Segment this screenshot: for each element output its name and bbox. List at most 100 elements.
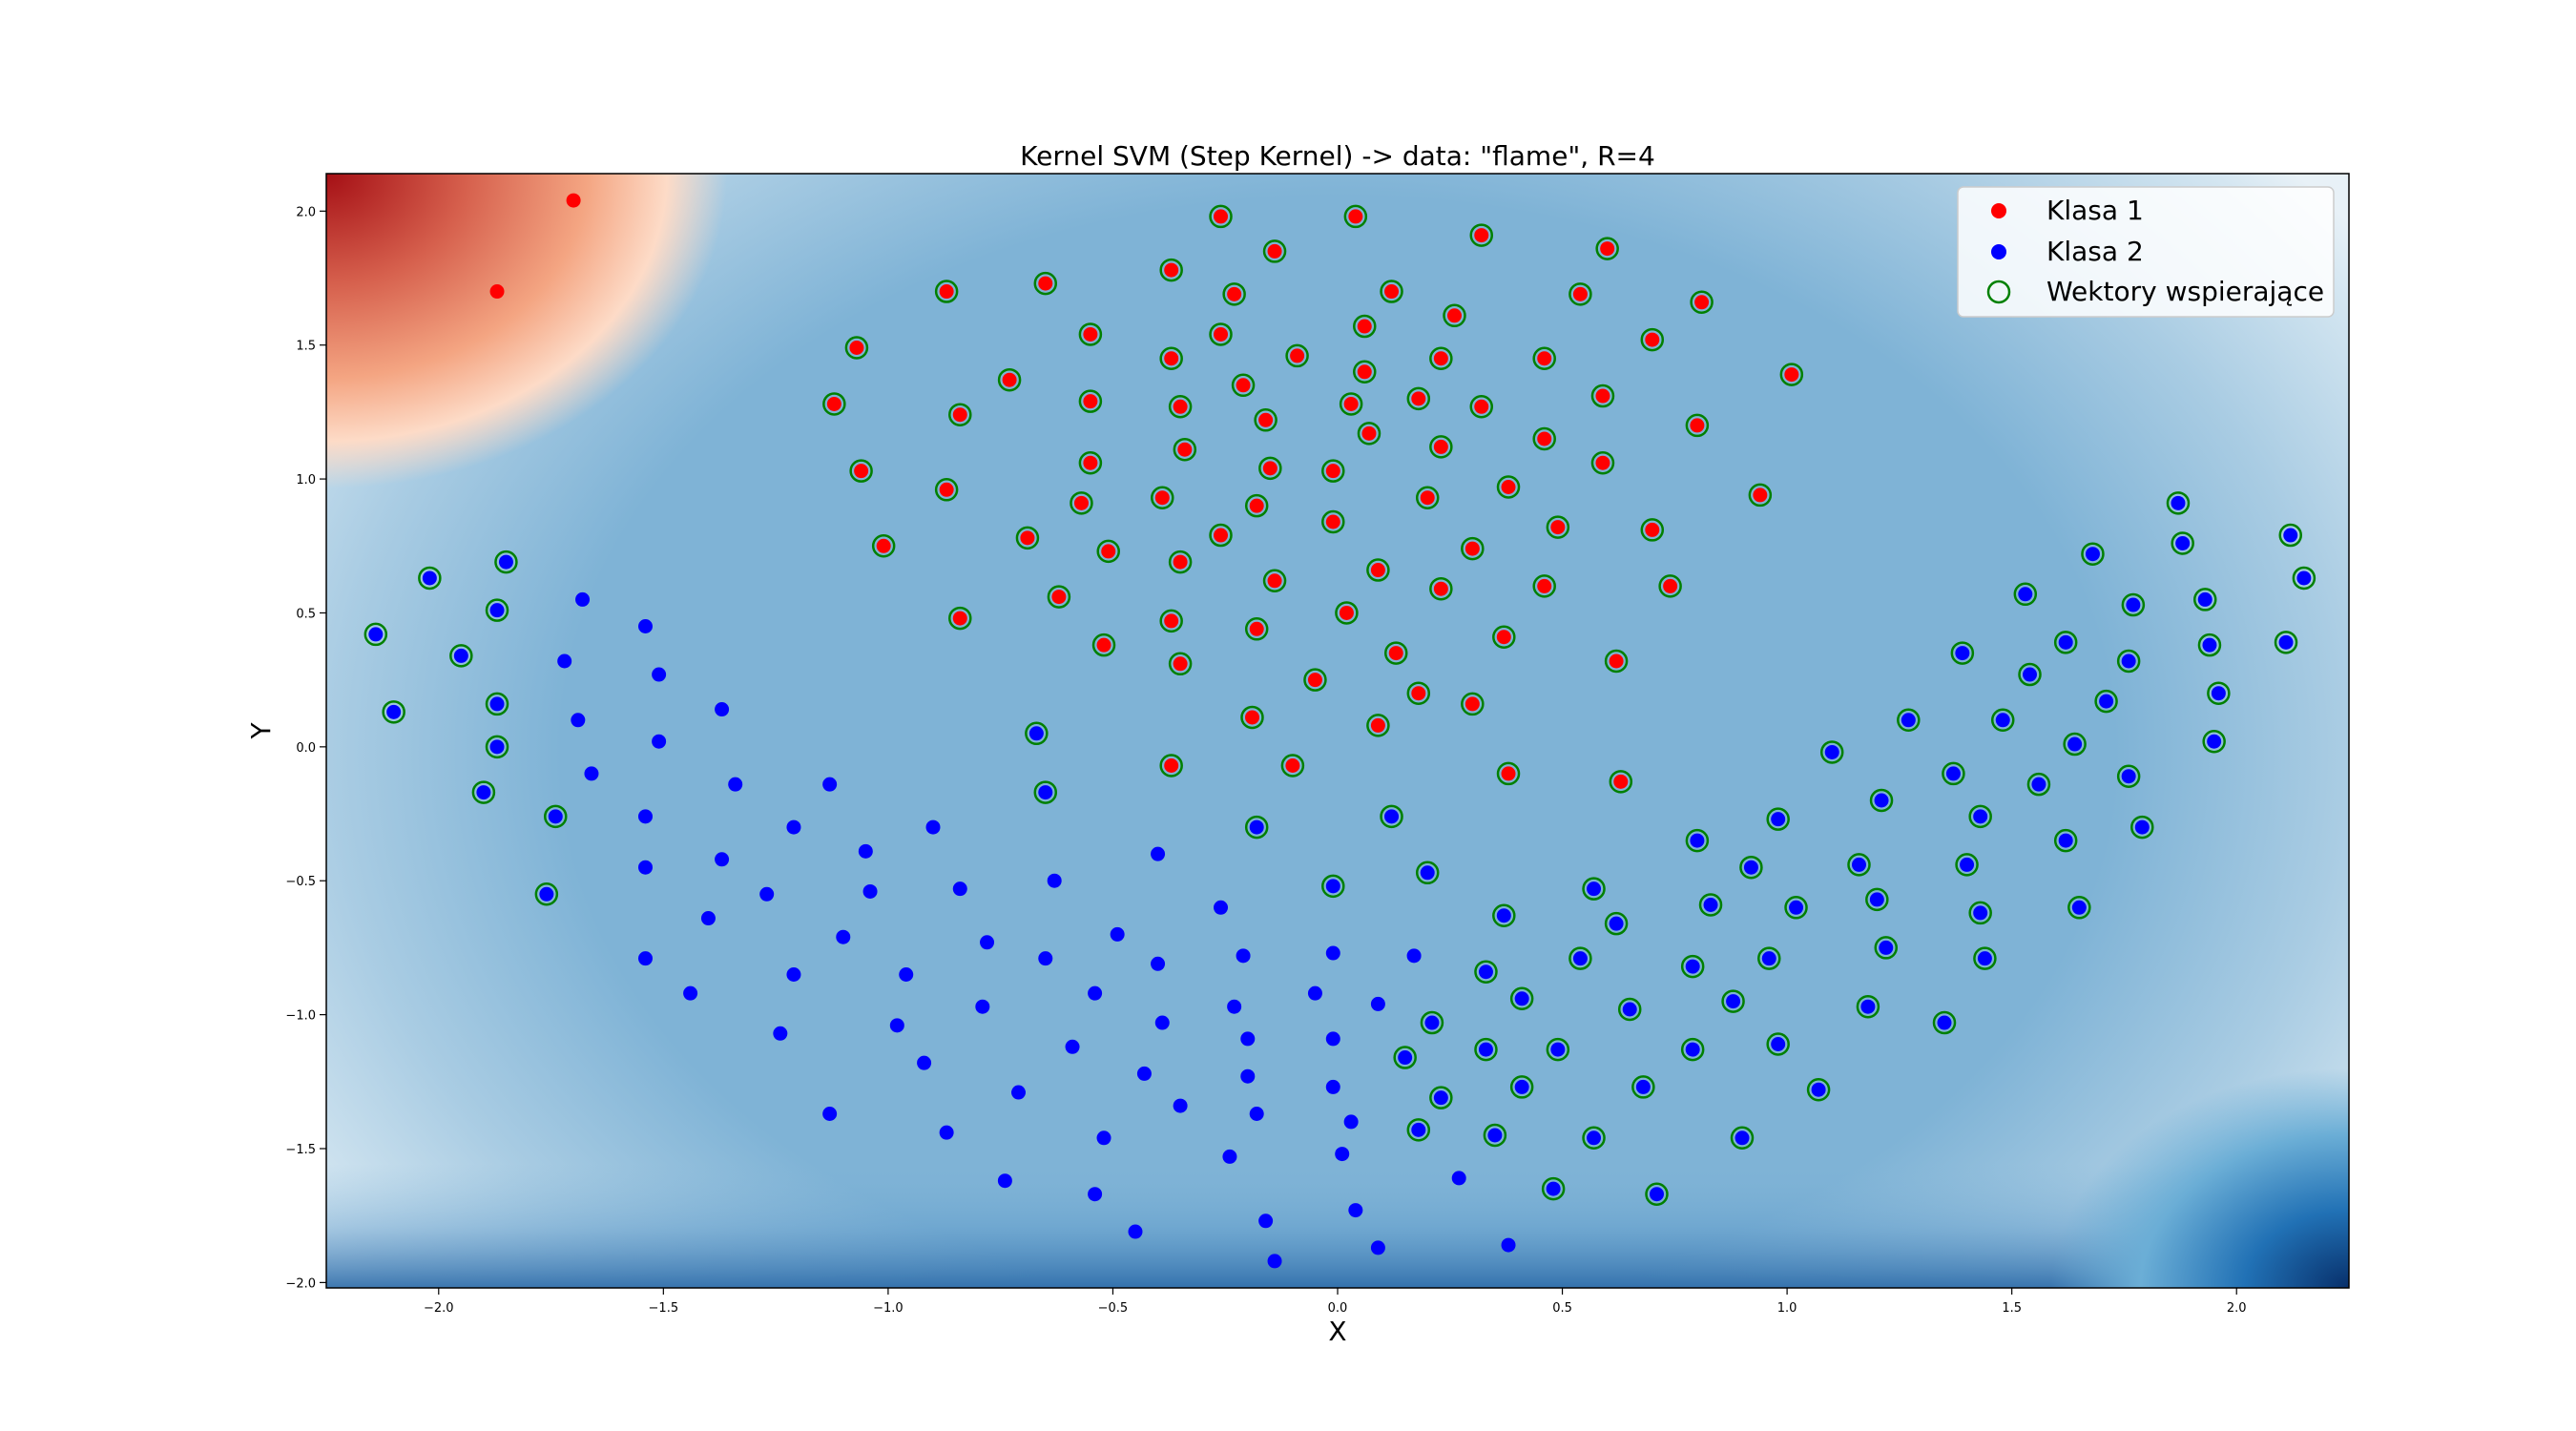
klasa-2-point xyxy=(1851,857,1866,872)
klasa-1-point xyxy=(1537,578,1552,593)
support-vector-ring xyxy=(1168,652,1193,676)
klasa-2-point xyxy=(489,603,505,618)
klasa-1-point xyxy=(1258,412,1274,427)
support-vector-ring xyxy=(1680,954,1705,979)
klasa-2-point xyxy=(997,1173,1012,1189)
klasa-1-point xyxy=(1307,673,1322,688)
support-vector-ring xyxy=(1874,936,1899,960)
klasa-2-point xyxy=(1384,809,1400,824)
support-vector-ring xyxy=(1474,960,1498,984)
klasa-2-point xyxy=(1420,865,1435,881)
support-vector-ring xyxy=(1532,346,1556,370)
klasa-2-point xyxy=(1249,819,1264,835)
support-vector-ring xyxy=(1461,692,1485,716)
klasa-2-point xyxy=(637,951,653,966)
support-vector-ring xyxy=(1151,486,1174,509)
support-vector-ring xyxy=(1353,314,1377,339)
support-vector-ring xyxy=(1015,526,1040,550)
y-tick-label: 0.5 xyxy=(296,607,316,621)
klasa-2-point xyxy=(1789,900,1804,915)
support-vector-ring xyxy=(1366,558,1390,582)
support-vector-ring xyxy=(997,367,1022,392)
klasa-1-point xyxy=(1496,630,1511,645)
klasa-2-point xyxy=(2283,528,2298,543)
support-vector-ring xyxy=(364,622,388,647)
klasa-2-point xyxy=(2121,769,2136,784)
klasa-1-point xyxy=(1325,514,1340,529)
klasa-2-point xyxy=(1995,713,2010,728)
legend-label-klasa-1: Klasa 1 xyxy=(2046,195,2144,226)
klasa-1-point xyxy=(1173,399,1188,414)
klasa-2-point xyxy=(1860,999,1876,1014)
klasa-2-point xyxy=(2207,734,2222,749)
support-vector-ring xyxy=(544,804,568,829)
klasa-1-point xyxy=(876,538,891,553)
klasa-2-point xyxy=(1955,646,1970,661)
klasa-1-point xyxy=(1343,396,1359,411)
support-vector-ring xyxy=(1730,1126,1755,1151)
klasa-1-point xyxy=(1600,241,1615,257)
klasa-2-point xyxy=(1222,1149,1237,1164)
support-vector-ring xyxy=(1353,360,1377,384)
y-tick-label: 1.5 xyxy=(296,340,316,354)
support-vector-ring xyxy=(1383,641,1408,665)
klasa-2-point xyxy=(899,967,914,982)
klasa-2-point xyxy=(975,999,990,1014)
klasa-2-point xyxy=(1088,985,1103,1001)
support-vector-ring xyxy=(1366,714,1390,737)
klasa-2-point xyxy=(836,929,851,944)
klasa-1-point xyxy=(1433,351,1448,366)
klasa-1-point xyxy=(1214,528,1229,543)
support-vector-ring xyxy=(1942,761,1965,786)
support-vector-ring xyxy=(844,336,869,360)
x-axis-label: X xyxy=(1328,1316,1346,1347)
klasa-2-point xyxy=(917,1055,932,1070)
klasa-2-point xyxy=(2202,637,2217,653)
decision-corner-blue xyxy=(2051,1068,2349,1288)
klasa-2-point xyxy=(489,696,505,712)
support-vector-ring xyxy=(471,780,496,804)
support-vector-ring xyxy=(1658,574,1682,598)
support-vector-ring xyxy=(1047,585,1071,609)
klasa-2-point xyxy=(1151,846,1166,861)
support-vector-ring xyxy=(1955,853,1979,877)
x-tick-label: −2.0 xyxy=(424,1301,454,1316)
support-vector-ring xyxy=(382,700,405,724)
klasa-2-point xyxy=(2211,686,2226,701)
klasa-1-point xyxy=(1370,563,1385,578)
klasa-2-point xyxy=(1335,1147,1350,1162)
support-vector-ring xyxy=(2197,633,2222,657)
klasa-2-point xyxy=(1635,1079,1651,1094)
support-vector-ring xyxy=(1070,491,1093,515)
support-vector-ring xyxy=(2130,815,2154,840)
klasa-2-point xyxy=(1514,1079,1529,1094)
klasa-1-point xyxy=(1020,530,1035,546)
x-tick-label: 1.5 xyxy=(2002,1301,2022,1316)
klasa-1-point xyxy=(1083,394,1098,409)
support-vector-ring xyxy=(1469,395,1494,419)
klasa-2-point xyxy=(1325,879,1340,894)
klasa-2-point xyxy=(1771,1037,1786,1051)
support-vector-ring xyxy=(2013,582,2038,607)
klasa-1-point xyxy=(1370,717,1385,733)
klasa-2-point xyxy=(1960,857,1975,872)
klasa-1-point xyxy=(1537,431,1552,446)
klasa-2-point xyxy=(683,985,698,1001)
klasa-2-point xyxy=(1609,916,1624,931)
klasa-1-point xyxy=(1384,284,1400,300)
klasa-2-point xyxy=(786,967,801,982)
klasa-1-point xyxy=(952,407,967,423)
support-vector-ring xyxy=(1209,322,1233,346)
support-vector-ring xyxy=(1159,754,1183,778)
klasa-1-points xyxy=(489,193,1804,794)
x-tick-label: −0.5 xyxy=(1098,1301,1129,1316)
klasa-2-point xyxy=(862,883,878,899)
support-vector-ring xyxy=(534,882,559,906)
support-vector-ring xyxy=(1609,770,1633,794)
klasa-1-point xyxy=(1357,364,1372,380)
klasa-1-point xyxy=(1244,710,1259,725)
klasa-2-point xyxy=(1128,1224,1143,1239)
support-vector-ring xyxy=(1244,815,1269,840)
support-vector-ring xyxy=(1231,373,1256,398)
support-vector-ring xyxy=(1321,509,1345,534)
